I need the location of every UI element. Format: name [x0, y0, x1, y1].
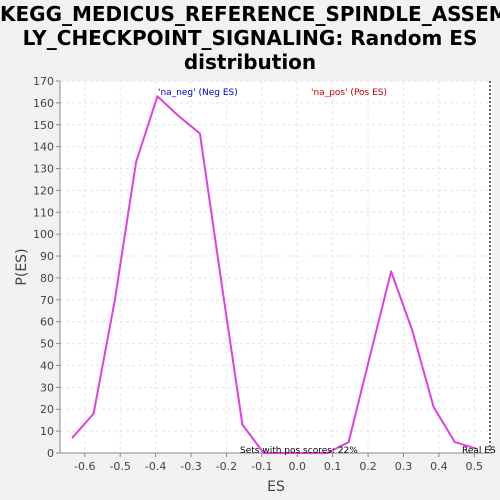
data-point	[156, 95, 159, 98]
y-tick-label: 40	[40, 359, 54, 372]
y-tick-label: 50	[40, 338, 54, 351]
data-point	[369, 355, 371, 358]
data-point	[199, 132, 201, 135]
data-point	[390, 270, 392, 273]
data-point	[411, 329, 414, 332]
y-tick-label: 120	[33, 184, 54, 197]
chart-title: KEGG_MEDICUS_REFERENCE_SPINDLE_ASSEMB LY…	[0, 2, 500, 74]
series-layer	[71, 95, 477, 454]
x-tick-label: -0.3	[180, 460, 201, 473]
axes: 0 10 20 30 40 50 60 70 80 90 100 110 120 130 140 150 160…	[33, 75, 492, 473]
annotation-layer: 'na_neg' (Neg ES) 'na_pos' (Pos ES) Sets w…	[158, 88, 496, 456]
chart-title-line-3: distribution	[183, 50, 317, 74]
x-tick-label: -0.6	[74, 460, 95, 473]
data-point	[305, 452, 307, 454]
y-tick-label: 80	[40, 272, 54, 285]
data-point	[92, 412, 95, 415]
x-tick-label: -0.1	[251, 460, 272, 473]
y-tick-label: 130	[33, 163, 54, 176]
x-tick-label: -0.2	[216, 460, 237, 473]
y-tick-label: 170	[33, 75, 54, 88]
grid	[60, 80, 492, 454]
data-point	[114, 299, 116, 301]
data-point	[475, 447, 477, 450]
data-point	[135, 161, 137, 163]
data-point	[71, 436, 74, 439]
data-point	[454, 441, 456, 443]
y-tick-label: 110	[33, 206, 54, 219]
y-tick-label: 20	[40, 403, 54, 416]
y-tick-label: 100	[33, 228, 54, 241]
real-es-label: Real ES	[462, 446, 496, 456]
data-point	[241, 423, 244, 426]
y-tick-label: 150	[33, 119, 54, 132]
x-tick-label: 0.0	[288, 460, 306, 473]
data-point	[432, 406, 435, 408]
y-tick-label: 0	[47, 447, 54, 460]
y-tick-label: 10	[40, 425, 54, 438]
y-tick-label: 60	[40, 316, 54, 329]
data-point	[284, 452, 286, 454]
data-point	[347, 441, 350, 443]
x-tick-label: -0.4	[145, 460, 166, 473]
y-tick-label: 30	[40, 381, 54, 394]
y-axis-label: P(ES)	[14, 248, 30, 285]
y-tick-label: 90	[40, 250, 54, 263]
y-tick-label: 70	[40, 294, 54, 307]
x-tick-label: 0.3	[395, 460, 413, 473]
x-tick-label: -0.5	[109, 460, 130, 473]
x-tick-label: 0.2	[359, 460, 377, 473]
plot-area	[60, 81, 492, 453]
data-point	[177, 115, 180, 117]
x-axis-label: ES	[267, 479, 285, 495]
chart-title-line-1: KEGG_MEDICUS_REFERENCE_SPINDLE_ASSEMB	[0, 2, 500, 26]
data-point	[326, 452, 329, 454]
data-point	[220, 279, 222, 281]
legend-neg-es: 'na_neg' (Neg ES)	[158, 88, 238, 98]
x-tick-label: 0.1	[324, 460, 342, 473]
data-point	[262, 452, 265, 454]
y-tick-label: 160	[33, 97, 54, 110]
legend-pos-es: 'na_pos' (Pos ES)	[311, 88, 387, 98]
x-tick-label: 0.4	[430, 460, 448, 473]
pos-scores-note: Sets with pos scores: 22%	[240, 446, 358, 456]
chart-title-line-2: LY_CHECKPOINT_SIGNALING: Random ES	[22, 26, 478, 50]
es-distribution-line	[71, 95, 477, 454]
x-tick-label: 0.5	[466, 460, 484, 473]
y-tick-label: 140	[33, 141, 54, 154]
